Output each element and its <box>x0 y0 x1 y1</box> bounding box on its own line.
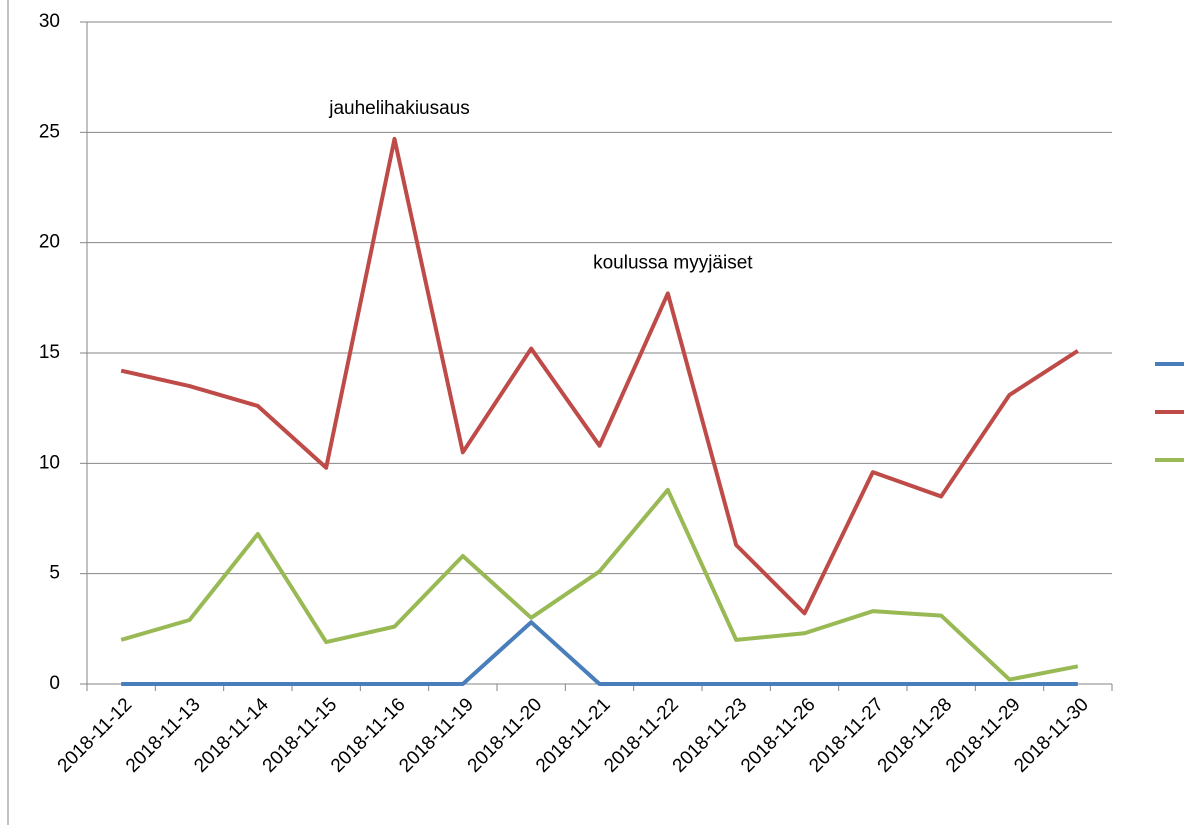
y-tick-label: 20 <box>39 232 60 253</box>
y-tick-label: 5 <box>49 563 60 584</box>
y-tick-label: 0 <box>49 673 60 694</box>
annotation: koulussa myyjäiset <box>593 252 753 273</box>
y-tick-label: 15 <box>39 342 60 363</box>
series-line <box>120 487 1079 682</box>
x-tick-label: 2018-11-30 <box>1010 694 1093 777</box>
y-tick-label: 30 <box>39 11 60 32</box>
series-line <box>121 620 1078 686</box>
annotation: jauhelihakiusaus <box>328 98 470 119</box>
y-tick-label: 25 <box>39 121 60 142</box>
y-tick-label: 10 <box>39 452 60 473</box>
series-line <box>120 136 1079 616</box>
